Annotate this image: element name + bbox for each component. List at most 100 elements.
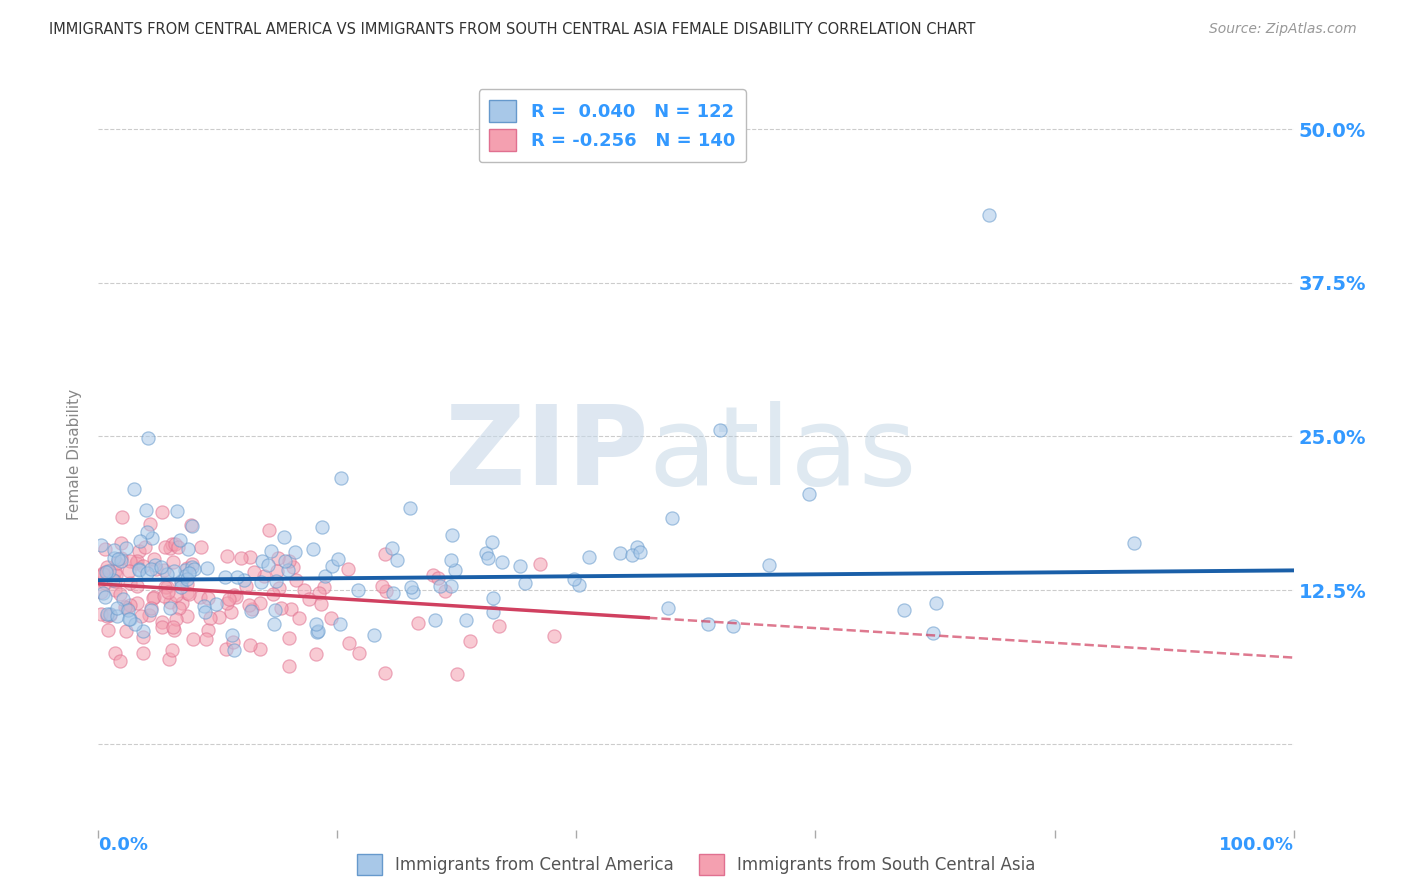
Point bbox=[298, 591, 321, 606]
Point bbox=[167, 600, 190, 615]
Point bbox=[197, 561, 219, 575]
Point bbox=[273, 530, 295, 544]
Point bbox=[152, 620, 174, 634]
Point bbox=[229, 550, 252, 565]
Point bbox=[374, 584, 396, 599]
Point bbox=[167, 540, 190, 554]
Point bbox=[529, 557, 551, 571]
Point bbox=[170, 596, 193, 610]
Point bbox=[150, 615, 173, 629]
Point bbox=[336, 562, 359, 576]
Point bbox=[454, 613, 477, 627]
Point bbox=[111, 509, 134, 524]
Point bbox=[115, 601, 138, 615]
Point bbox=[90, 607, 112, 621]
Point bbox=[107, 556, 129, 570]
Point bbox=[215, 549, 238, 563]
Point bbox=[311, 597, 333, 611]
Point bbox=[925, 596, 948, 610]
Point bbox=[481, 534, 503, 549]
Point bbox=[125, 553, 148, 567]
Point bbox=[153, 563, 176, 577]
Point bbox=[107, 552, 129, 566]
Point bbox=[160, 537, 183, 551]
Point bbox=[374, 666, 396, 681]
Point bbox=[696, 616, 718, 631]
Point bbox=[312, 580, 335, 594]
Point bbox=[305, 647, 328, 661]
Point bbox=[93, 566, 115, 581]
Point bbox=[105, 609, 128, 624]
Point bbox=[620, 548, 643, 562]
Point bbox=[408, 615, 430, 630]
Point bbox=[149, 559, 172, 574]
Point bbox=[215, 642, 238, 657]
Point bbox=[176, 608, 198, 623]
Point bbox=[181, 559, 204, 574]
Point bbox=[124, 482, 146, 496]
Point bbox=[208, 610, 231, 624]
Point bbox=[124, 616, 146, 631]
Point bbox=[156, 566, 179, 581]
Point bbox=[181, 519, 204, 533]
Point bbox=[153, 540, 176, 554]
Point bbox=[385, 553, 408, 567]
Point bbox=[174, 569, 197, 583]
Point bbox=[104, 574, 127, 589]
Point bbox=[159, 595, 181, 609]
Point bbox=[166, 504, 188, 518]
Point bbox=[307, 624, 329, 638]
Point bbox=[162, 555, 184, 569]
Point bbox=[429, 579, 451, 593]
Point bbox=[249, 596, 271, 610]
Point bbox=[110, 554, 132, 568]
Point bbox=[157, 585, 180, 599]
Point bbox=[156, 580, 179, 594]
Point bbox=[238, 598, 260, 612]
Point bbox=[347, 582, 370, 597]
Point bbox=[96, 608, 118, 623]
Point bbox=[134, 540, 156, 554]
Point bbox=[319, 610, 342, 624]
Point bbox=[423, 613, 446, 627]
Point bbox=[176, 561, 198, 575]
Point bbox=[118, 564, 141, 578]
Point bbox=[381, 541, 404, 555]
Point bbox=[152, 589, 174, 603]
Point bbox=[302, 542, 325, 557]
Point bbox=[136, 524, 159, 539]
Point bbox=[142, 591, 165, 605]
Point bbox=[145, 558, 167, 572]
Point bbox=[250, 554, 273, 568]
Point bbox=[94, 566, 117, 580]
Point bbox=[179, 587, 201, 601]
Point bbox=[90, 569, 112, 583]
Point bbox=[139, 516, 162, 531]
Point bbox=[177, 566, 200, 580]
Point bbox=[626, 540, 648, 554]
Point bbox=[474, 546, 496, 560]
Point bbox=[253, 569, 276, 583]
Point bbox=[257, 558, 280, 572]
Point bbox=[183, 562, 205, 576]
Point bbox=[657, 601, 679, 615]
Point bbox=[139, 562, 162, 576]
Point bbox=[143, 591, 166, 605]
Point bbox=[578, 550, 600, 565]
Point bbox=[269, 582, 291, 596]
Point bbox=[568, 578, 591, 592]
Point bbox=[176, 572, 198, 586]
Point bbox=[153, 580, 176, 594]
Point bbox=[243, 565, 266, 579]
Point bbox=[118, 612, 141, 626]
Point bbox=[159, 541, 181, 555]
Point bbox=[543, 629, 565, 643]
Point bbox=[250, 574, 273, 589]
Point bbox=[91, 566, 114, 581]
Point bbox=[893, 603, 915, 617]
Point bbox=[96, 560, 118, 574]
Point bbox=[170, 577, 193, 591]
Point bbox=[127, 596, 149, 610]
Point bbox=[165, 612, 187, 626]
Point bbox=[90, 585, 112, 599]
